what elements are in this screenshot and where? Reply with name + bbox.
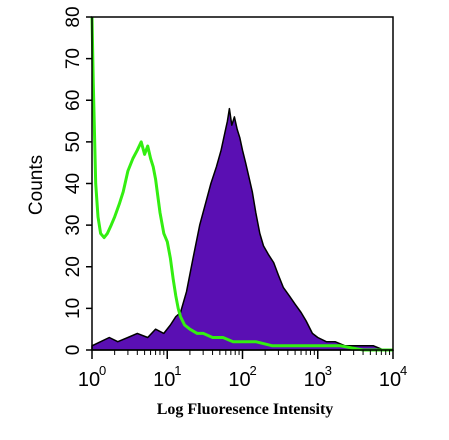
x-tick-base: 10 xyxy=(153,369,175,391)
x-tick-label: 104 xyxy=(379,363,407,391)
x-tick-label: 100 xyxy=(78,363,106,391)
x-tick-exponent: 4 xyxy=(400,363,407,378)
series-0-filled-histogram xyxy=(91,107,394,351)
x-tick-exponent: 0 xyxy=(99,363,106,378)
y-tick-label: 10 xyxy=(63,298,84,319)
x-tick-label: 101 xyxy=(153,363,181,391)
x-tick-exponent: 2 xyxy=(250,363,257,378)
x-tick-label: 102 xyxy=(228,363,256,391)
x-tick-exponent: 3 xyxy=(325,363,332,378)
y-tick-label: 30 xyxy=(63,215,84,236)
series-layer xyxy=(90,16,394,352)
y-tick-label: 50 xyxy=(63,131,84,152)
x-tick-label: 103 xyxy=(304,363,332,391)
x-tick-exponent: 1 xyxy=(174,363,181,378)
y-axis-label: Counts xyxy=(26,155,47,215)
x-tick-base: 10 xyxy=(304,369,326,391)
x-tick-base: 10 xyxy=(78,369,100,391)
y-tick-label: 40 xyxy=(63,173,84,194)
y-tick-label: 20 xyxy=(63,256,84,277)
x-tick-base: 10 xyxy=(228,369,250,391)
y-tick-label: 80 xyxy=(63,6,84,27)
y-tick-label: 70 xyxy=(63,48,84,69)
y-tick-label: 0 xyxy=(63,345,84,356)
series-1-line-histogram xyxy=(90,16,393,352)
y-tick-label: 60 xyxy=(63,90,84,111)
x-axis-label: Log Fluoresence Intensity xyxy=(157,401,334,418)
x-tick-base: 10 xyxy=(379,369,401,391)
